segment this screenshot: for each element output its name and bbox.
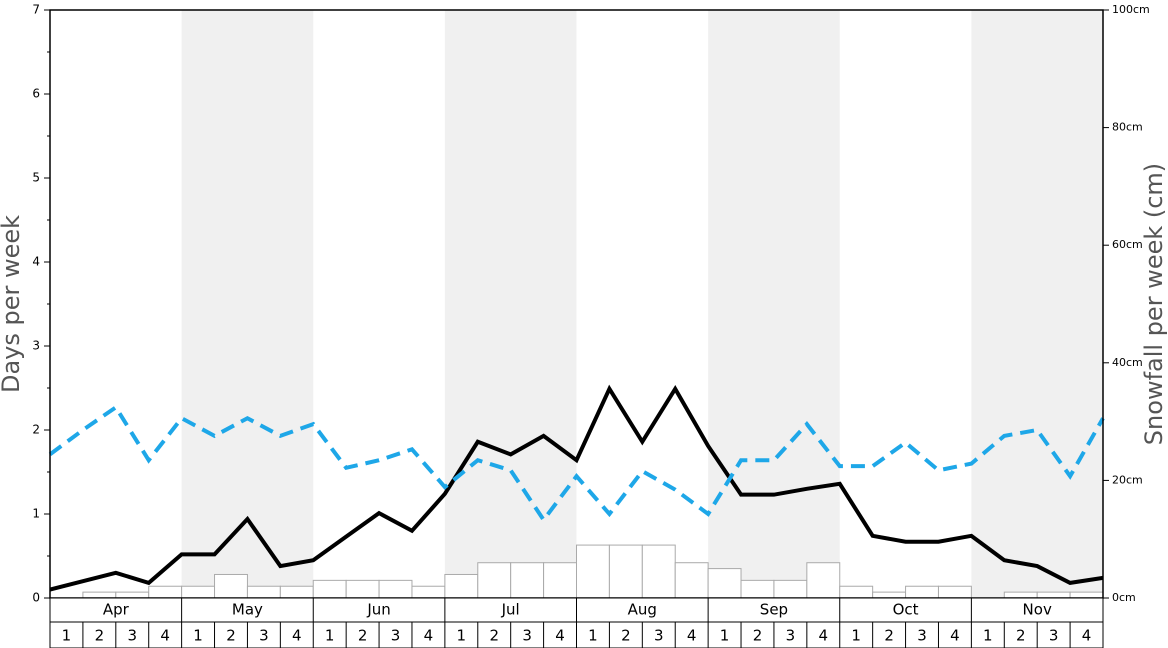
week-label: 1	[720, 627, 730, 645]
bar	[82, 591, 117, 599]
week-label: 2	[358, 627, 368, 645]
week-label: 2	[489, 627, 499, 645]
week-label: 4	[687, 627, 697, 645]
week-label: 1	[325, 627, 335, 645]
bar	[214, 573, 248, 599]
y-tick-label: 0	[32, 591, 40, 605]
y2-tick-label: 100cm	[1112, 3, 1150, 16]
bar	[378, 579, 413, 599]
bar	[937, 585, 972, 599]
bar	[148, 585, 183, 599]
month-label: Oct	[893, 601, 919, 619]
week-label: 3	[391, 627, 401, 645]
bar	[510, 562, 545, 599]
y-tick-label: 4	[32, 255, 40, 269]
bar	[707, 568, 742, 599]
bar	[641, 544, 676, 599]
line-series	[48, 404, 1105, 524]
bar	[1003, 591, 1038, 599]
bar	[411, 585, 446, 599]
month-shade	[181, 10, 314, 598]
month-label: Aug	[628, 601, 657, 619]
y2-tick-label: 80cm	[1112, 121, 1143, 134]
bar	[773, 579, 808, 599]
bar	[1069, 591, 1104, 599]
week-label: 1	[62, 627, 72, 645]
week-label: 1	[588, 627, 598, 645]
month-label: Sep	[760, 601, 788, 619]
week-label: 2	[226, 627, 236, 645]
y-tick-label: 2	[32, 423, 40, 437]
week-label: 4	[160, 627, 170, 645]
bar	[543, 562, 577, 599]
line-series	[49, 384, 1104, 592]
week-label: 1	[193, 627, 203, 645]
bar	[872, 591, 907, 599]
week-label: 3	[654, 627, 664, 645]
week-label: 3	[917, 627, 927, 645]
month-shade	[971, 10, 1103, 598]
week-label: 4	[1082, 627, 1092, 645]
month-label: Apr	[103, 601, 130, 619]
y2-tick-label: 40cm	[1112, 356, 1143, 369]
week-label: 3	[127, 627, 137, 645]
y-tick-label: 1	[32, 507, 40, 521]
bar	[576, 544, 610, 599]
week-label: 4	[819, 627, 829, 645]
bar	[608, 544, 643, 599]
week-label: 4	[292, 627, 302, 645]
week-label: 1	[457, 627, 467, 645]
bar	[740, 579, 775, 599]
bar	[1036, 591, 1071, 599]
bar	[246, 585, 281, 599]
bar	[115, 591, 150, 599]
month-label: Jul	[501, 601, 520, 619]
y-axis-label: Days per week	[0, 215, 25, 393]
bar	[839, 585, 874, 599]
week-label: 2	[621, 627, 631, 645]
week-label: 4	[950, 627, 960, 645]
week-label: 2	[884, 627, 894, 645]
bar	[905, 585, 939, 599]
y-tick-label: 5	[32, 171, 40, 185]
bar	[181, 585, 216, 599]
week-label: 2	[1016, 627, 1026, 645]
month-shade	[444, 10, 577, 598]
bar	[345, 579, 380, 599]
week-label: 4	[424, 627, 434, 645]
bar	[477, 562, 512, 599]
week-label: 2	[753, 627, 763, 645]
y2-tick-label: 60cm	[1112, 238, 1143, 251]
y2-tick-label: 20cm	[1112, 473, 1143, 486]
y-tick-label: 6	[32, 87, 40, 101]
y2-tick-label: 0cm	[1112, 591, 1136, 604]
month-label: Jun	[366, 601, 390, 619]
month-label: Nov	[1023, 601, 1052, 619]
bar	[312, 579, 347, 599]
month-shade	[708, 10, 840, 598]
month-label: May	[232, 601, 263, 619]
week-label: 1	[983, 627, 993, 645]
bar	[444, 573, 479, 599]
bar	[279, 585, 314, 599]
week-label: 4	[555, 627, 565, 645]
y-tick-label: 3	[32, 339, 40, 353]
week-label: 3	[786, 627, 796, 645]
week-label: 1	[851, 627, 861, 645]
y-tick-label: 7	[32, 3, 40, 17]
bar	[674, 562, 709, 599]
week-label: 2	[95, 627, 105, 645]
bar	[806, 562, 841, 599]
week-label: 3	[522, 627, 532, 645]
week-label: 3	[1049, 627, 1059, 645]
week-label: 3	[259, 627, 269, 645]
y2-axis-label: Snowfall per week (cm)	[1140, 163, 1168, 445]
